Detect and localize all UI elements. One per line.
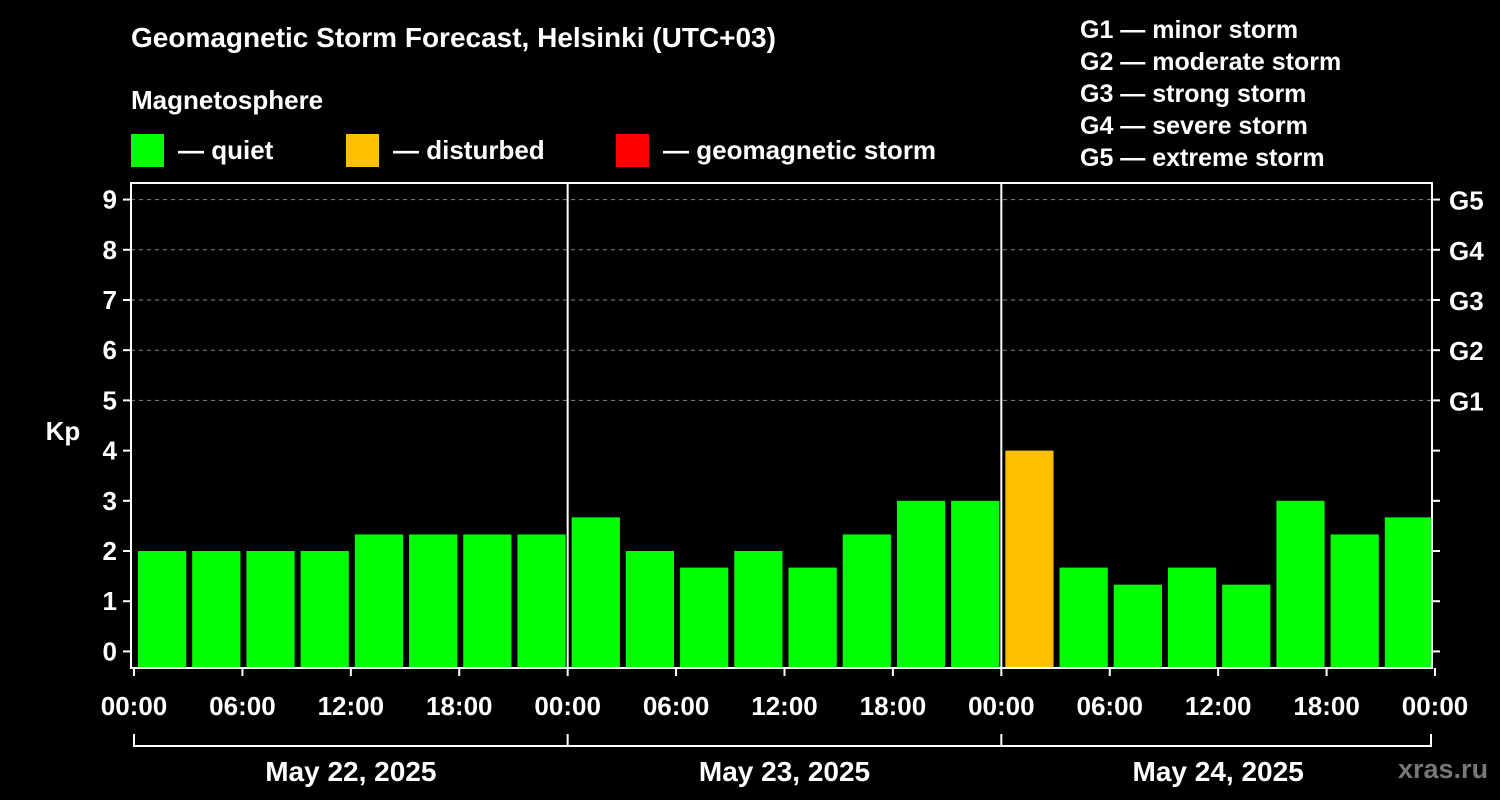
y-tick-label: 7 [103,285,117,315]
storm-scale-g2: G2 — moderate storm [1080,48,1342,76]
watermark: xras.ru [1398,754,1489,784]
kp-bar [300,551,349,668]
y-tick-label: 9 [103,185,117,215]
storm-scale-legend: G1 — minor storm G2 — moderate storm G3 … [1080,14,1341,174]
plot-frame [130,182,1433,669]
kp-bar [788,567,837,668]
storm-level-label: G2 [1449,336,1484,366]
legend-storm: — geomagnetic storm [616,133,936,167]
kp-bar [625,551,675,668]
legend-label-disturbed: — disturbed [393,134,545,165]
kp-bar [409,534,458,668]
chart-subtitle: Magnetosphere [131,85,324,115]
x-tick-label: 00:00 [534,691,601,721]
kp-bar [951,500,1000,668]
x-tick-label: 12:00 [318,691,385,721]
legend-swatch-storm [616,133,649,167]
x-tick-label: 12:00 [1185,691,1252,721]
kp-bar [571,517,620,668]
kp-bar [463,534,512,668]
y-tick-label: 5 [103,385,117,415]
storm-scale-g3: G3 — strong storm [1080,80,1307,108]
x-tick-label: 18:00 [860,691,927,721]
y-axis-label: Kp [46,416,81,446]
x-tick-label: 06:00 [209,691,276,721]
day-label: May 24, 2025 [1133,756,1304,787]
storm-level-label: G5 [1449,186,1484,216]
x-tick-label: 12:00 [751,691,818,721]
kp-bar [354,534,404,668]
x-tick-label: 06:00 [1077,691,1144,721]
storm-level-label: G4 [1449,236,1484,266]
x-tick-label: 06:00 [643,691,710,721]
legend-label-storm: — geomagnetic storm [663,134,937,165]
x-tick-label: 00:00 [1402,691,1469,721]
kp-bar [1005,450,1054,668]
kp-bar [138,551,187,668]
kp-bar [1330,534,1379,668]
kp-bar [842,534,891,668]
kp-bar [896,500,946,668]
y-tick-label: 0 [103,636,117,666]
kp-bar [517,534,566,668]
kp-bar [680,567,729,668]
kp-bar [734,551,783,668]
kp-bar [192,551,241,668]
x-tick-label: 18:00 [426,691,493,721]
day-label: May 23, 2025 [699,756,870,787]
storm-scale-g5: G5 — extreme storm [1080,144,1325,172]
x-tick-label: 18:00 [1293,691,1360,721]
kp-bar [1113,584,1162,668]
y-tick-label: 6 [103,335,117,365]
chart-title: Geomagnetic Storm Forecast, Helsinki (UT… [131,22,776,53]
kp-bar [1384,517,1433,668]
storm-level-label: G3 [1449,286,1484,316]
storm-level-label: G1 [1449,386,1484,416]
y-tick-label: 4 [103,436,118,466]
kp-bar [246,551,295,668]
kp-bar [1222,584,1271,668]
day-label: May 22, 2025 [265,756,436,787]
kp-bar [1167,567,1217,668]
y-tick-label: 8 [103,235,117,265]
legend-swatch-disturbed [346,133,379,167]
storm-scale-g4: G4 — severe storm [1080,112,1308,140]
y-tick-label: 2 [103,536,117,566]
legend-quiet: — quiet [131,133,273,167]
y-tick-label: 1 [103,586,117,616]
kp-bar [1276,500,1325,668]
legend-label-quiet: — quiet [178,134,274,165]
y-tick-label: 3 [103,486,117,516]
legend-swatch-quiet [131,133,164,167]
x-tick-label: 00:00 [101,691,168,721]
legend-disturbed: — disturbed [346,133,545,167]
storm-scale-g1: G1 — minor storm [1080,16,1299,44]
x-tick-label: 00:00 [968,691,1035,721]
kp-bar [1059,567,1108,668]
